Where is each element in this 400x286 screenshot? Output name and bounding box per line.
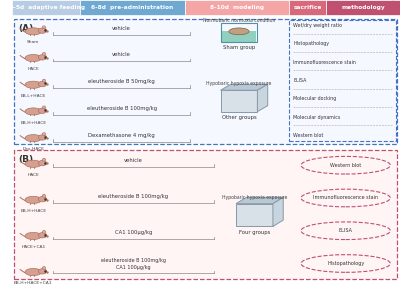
Ellipse shape (25, 233, 42, 239)
Text: methodology: methodology (341, 5, 385, 10)
Text: Histopathology: Histopathology (293, 41, 329, 46)
Text: sacrifice: sacrifice (294, 5, 322, 10)
Ellipse shape (42, 194, 46, 197)
Text: Dexamethasone 4 mg/kg: Dexamethasone 4 mg/kg (88, 133, 155, 138)
Text: Four groups: Four groups (239, 230, 270, 235)
FancyBboxPatch shape (290, 0, 326, 15)
Ellipse shape (43, 159, 45, 160)
Text: eleutheroside B 100mg/kg: eleutheroside B 100mg/kg (86, 106, 157, 111)
Polygon shape (220, 84, 268, 90)
Ellipse shape (42, 26, 46, 29)
Ellipse shape (301, 222, 390, 240)
Ellipse shape (38, 160, 47, 166)
Ellipse shape (25, 81, 42, 88)
FancyArrow shape (393, 1, 400, 14)
Text: vehicle: vehicle (124, 158, 143, 163)
Ellipse shape (38, 81, 47, 87)
Text: Dex-HACE: Dex-HACE (22, 147, 44, 151)
Ellipse shape (301, 156, 390, 174)
Ellipse shape (42, 79, 46, 82)
Text: EB-H+HACE: EB-H+HACE (20, 209, 46, 213)
Ellipse shape (42, 158, 46, 161)
Text: Hypobaric hypoxia exposure: Hypobaric hypoxia exposure (222, 195, 287, 200)
Polygon shape (273, 197, 283, 227)
Ellipse shape (38, 108, 47, 114)
Ellipse shape (42, 267, 46, 269)
Text: 0~5d  adaptive feeding: 0~5d adaptive feeding (7, 5, 85, 10)
Text: vehicle: vehicle (112, 52, 131, 57)
Ellipse shape (38, 269, 47, 274)
Text: Immunofluorescence stain: Immunofluorescence stain (313, 195, 378, 200)
Ellipse shape (43, 107, 45, 108)
Ellipse shape (43, 53, 45, 55)
Text: HACE: HACE (27, 173, 39, 177)
Text: eleutheroside B 100mg/kg: eleutheroside B 100mg/kg (98, 194, 168, 199)
FancyBboxPatch shape (14, 19, 397, 144)
Text: EB-L+HACE: EB-L+HACE (21, 94, 46, 98)
Ellipse shape (25, 269, 42, 276)
Ellipse shape (25, 196, 42, 203)
Ellipse shape (25, 135, 42, 142)
Text: (A): (A) (18, 24, 34, 33)
Text: Western blot: Western blot (330, 163, 361, 168)
Text: Hypobaric hypoxia exposure: Hypobaric hypoxia exposure (206, 81, 272, 86)
Ellipse shape (301, 255, 390, 272)
Ellipse shape (25, 160, 42, 167)
Text: Immunofluorescence stain: Immunofluorescence stain (293, 60, 356, 65)
FancyBboxPatch shape (222, 31, 256, 41)
FancyBboxPatch shape (220, 90, 257, 112)
Text: vehicle: vehicle (112, 26, 131, 31)
FancyBboxPatch shape (80, 0, 185, 15)
Polygon shape (236, 197, 283, 204)
Text: Sham group: Sham group (223, 45, 255, 50)
Ellipse shape (42, 231, 46, 233)
FancyBboxPatch shape (12, 0, 80, 15)
Text: Sham: Sham (27, 40, 40, 44)
Text: Wet/dry weight ratio: Wet/dry weight ratio (293, 23, 342, 28)
Ellipse shape (301, 189, 390, 207)
Ellipse shape (38, 55, 47, 60)
Ellipse shape (25, 108, 42, 115)
Ellipse shape (229, 28, 249, 35)
Ellipse shape (43, 195, 45, 196)
Ellipse shape (38, 135, 47, 140)
Text: CA1 100μg/kg: CA1 100μg/kg (114, 231, 152, 235)
Polygon shape (257, 84, 268, 112)
FancyBboxPatch shape (290, 20, 396, 141)
Text: Other groups: Other groups (222, 115, 256, 120)
Text: EB-H+HACE: EB-H+HACE (20, 121, 46, 125)
Text: ELISA: ELISA (293, 78, 307, 83)
Ellipse shape (42, 133, 46, 135)
FancyBboxPatch shape (236, 204, 273, 227)
Ellipse shape (25, 54, 42, 61)
Text: HACE: HACE (27, 67, 39, 71)
Ellipse shape (43, 26, 45, 28)
FancyBboxPatch shape (185, 0, 290, 15)
Ellipse shape (43, 133, 45, 135)
Text: eleutheroside B 50mg/kg: eleutheroside B 50mg/kg (88, 79, 155, 84)
Text: ELISA: ELISA (339, 228, 353, 233)
Text: (B): (B) (18, 155, 34, 164)
Ellipse shape (42, 106, 46, 109)
Text: EB-H+HACE+CA1: EB-H+HACE+CA1 (14, 281, 52, 285)
Text: Molecular docking: Molecular docking (293, 96, 336, 101)
Ellipse shape (43, 267, 45, 269)
Ellipse shape (43, 231, 45, 233)
Text: Molecular dynamics: Molecular dynamics (293, 114, 340, 120)
Text: HACE+CA1: HACE+CA1 (21, 245, 46, 249)
Ellipse shape (38, 196, 47, 202)
Ellipse shape (42, 53, 46, 55)
Ellipse shape (25, 28, 42, 35)
Ellipse shape (43, 80, 45, 82)
Text: 8-10d  modeling: 8-10d modeling (210, 5, 264, 10)
Text: Histopathology: Histopathology (327, 261, 364, 266)
Text: 6-8d  pre-administration: 6-8d pre-administration (91, 5, 173, 10)
FancyBboxPatch shape (326, 0, 400, 15)
Ellipse shape (38, 28, 47, 33)
Text: eleutheroside B 100mg/kg
CA1 100μg/kg: eleutheroside B 100mg/kg CA1 100μg/kg (101, 259, 166, 270)
Text: Normobaric normoxia condition: Normobaric normoxia condition (203, 18, 275, 23)
FancyBboxPatch shape (14, 150, 397, 279)
Text: Western blot: Western blot (293, 133, 324, 138)
Ellipse shape (38, 233, 47, 238)
